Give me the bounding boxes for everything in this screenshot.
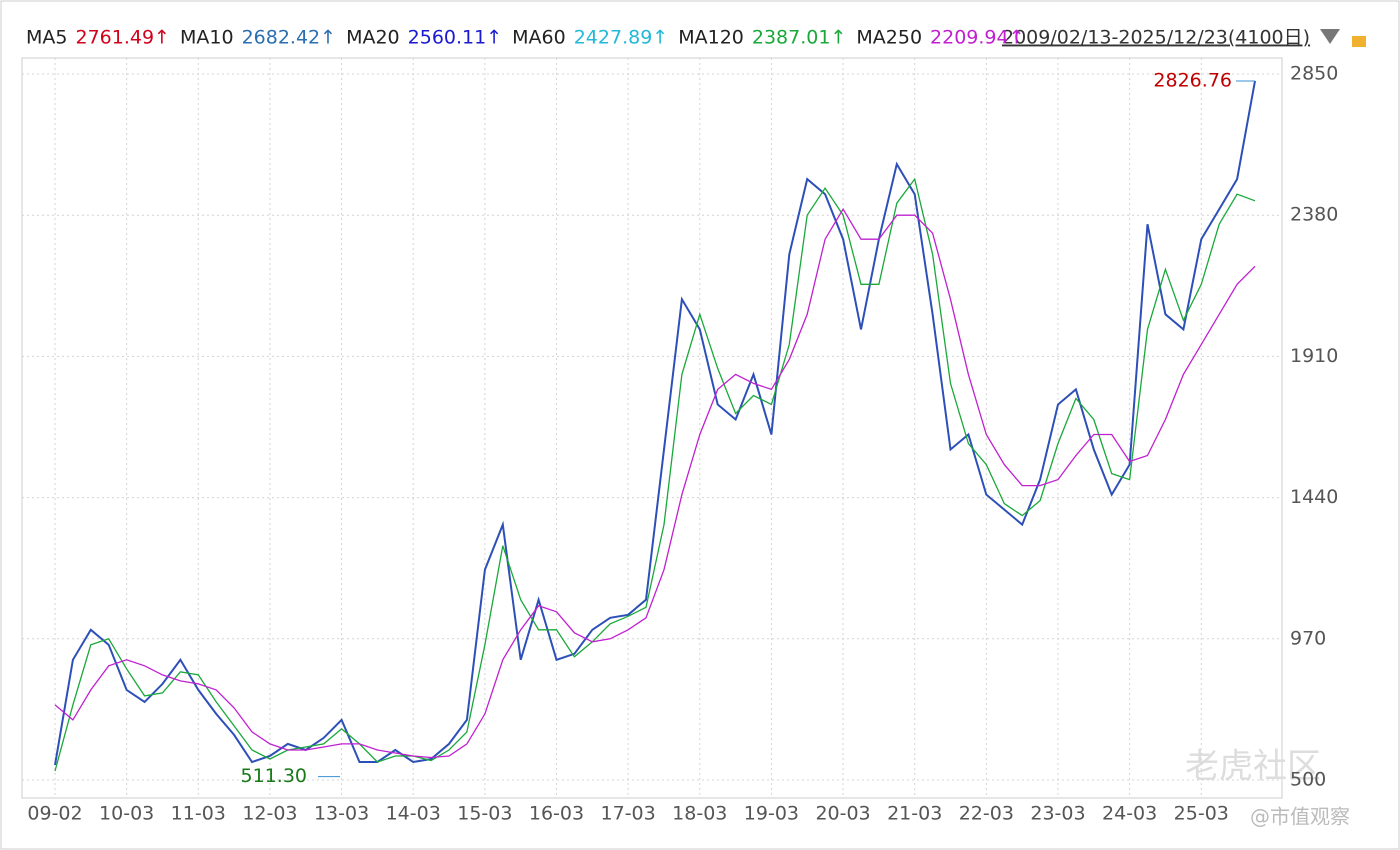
x-tick-label: 11-03 [171,803,226,825]
high-label: 2826.76 [1153,69,1232,91]
legend-name: MA20 [346,27,400,49]
x-tick-label: 13-03 [314,803,369,825]
ma-line [54,177,1256,772]
x-tick-label: 25-03 [1174,803,1229,825]
x-tick-label: 12-03 [242,803,297,825]
watermark: @市值观察 [1250,805,1350,829]
y-tick-label: 500 [1290,769,1326,791]
plot-border [21,57,1283,799]
x-tick-label: 23-03 [1030,803,1085,825]
legend-name: MA10 [180,27,234,49]
y-tick-label: 2850 [1290,63,1338,85]
x-tick-label: 09-02 [27,803,82,825]
x-tick-label: 22-03 [959,803,1014,825]
legend-value: 2761.49↑ [75,27,170,49]
x-tick-label: 15-03 [457,803,512,825]
x-tick-label: 24-03 [1102,803,1157,825]
y-tick-label: 1440 [1290,486,1338,508]
x-tick-label: 17-03 [601,803,656,825]
legend-name: MA120 [678,27,744,49]
lock-icon[interactable] [1352,36,1366,47]
dropdown-arrow[interactable] [1320,29,1340,44]
x-tick-label: 18-03 [672,803,727,825]
x-tick-label: 10-03 [99,803,154,825]
x-tick-label: 16-03 [529,803,584,825]
y-tick-label: 970 [1290,627,1326,649]
legend-value: 2427.89↑ [574,27,669,49]
x-tick-label: 20-03 [815,803,870,825]
date-range[interactable]: 2009/02/13-2025/12/23(4100日) [1002,27,1310,49]
legend-value: 2560.11↑ [408,27,503,49]
ma-line [54,80,1256,766]
x-tick-label: 14-03 [386,803,441,825]
y-tick-label: 2380 [1290,204,1338,226]
legend-name: MA60 [512,27,566,49]
legend-value: 2387.01↑ [752,27,847,49]
legend-value: 2209.94↑ [930,27,1025,49]
ma-line [54,207,1256,759]
y-tick-label: 1910 [1290,345,1338,367]
x-tick-label: 21-03 [887,803,942,825]
low-label: 511.30 [241,765,307,787]
x-tick-label: 19-03 [744,803,799,825]
legend-value: 2682.42↑ [242,27,337,49]
legend-name: MA250 [856,27,922,49]
legend-name: MA5 [26,27,67,49]
